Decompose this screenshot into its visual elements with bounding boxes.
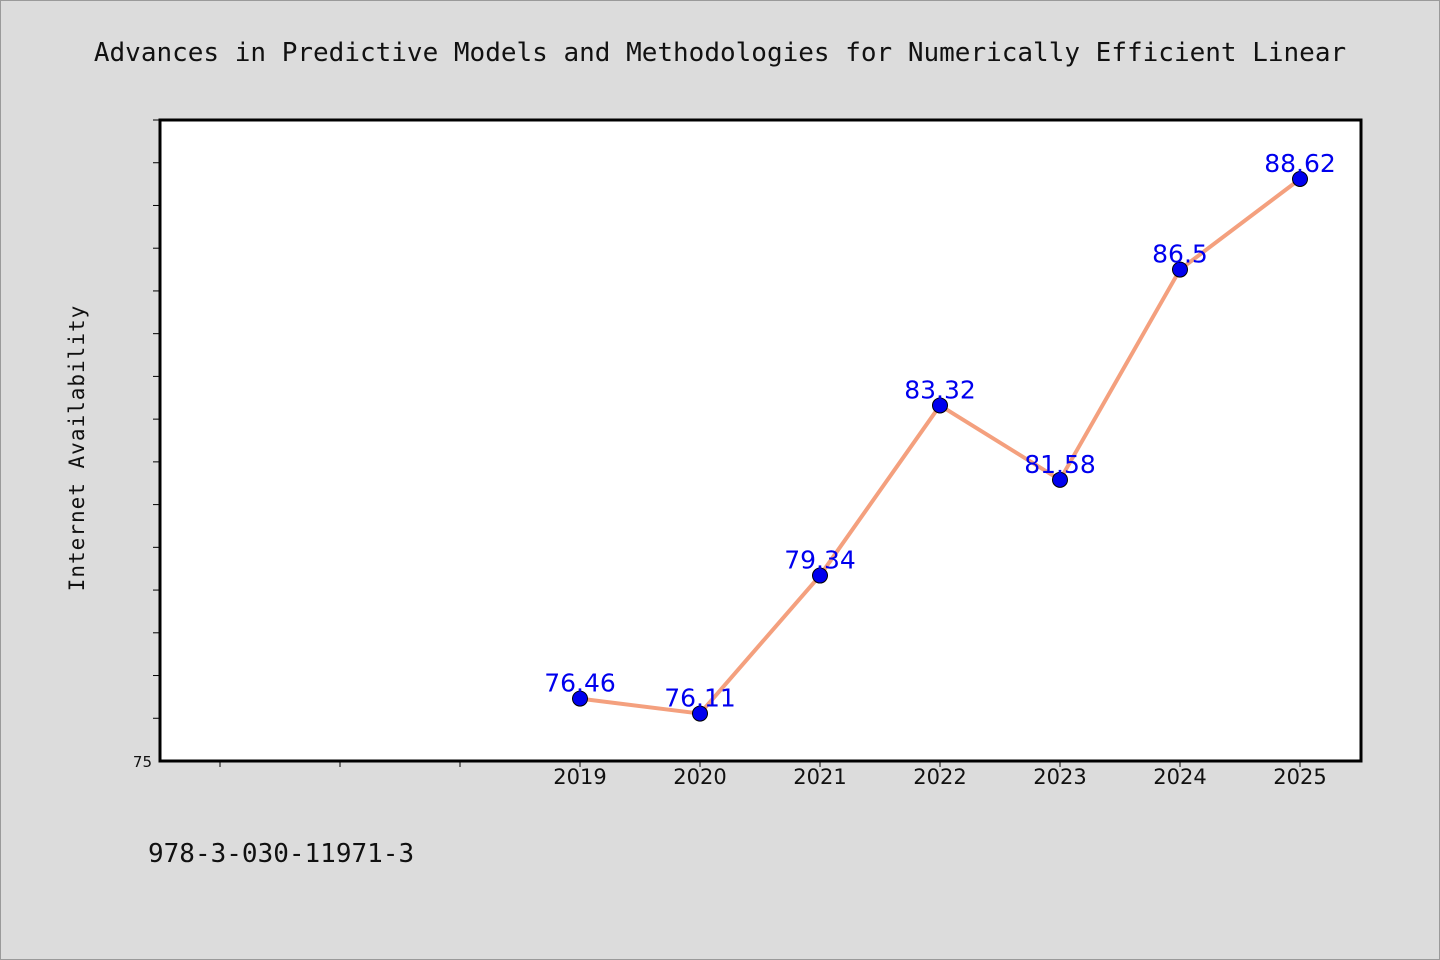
data-label: 81.58 (1024, 450, 1096, 479)
data-label: 76.11 (664, 684, 736, 713)
y-tick-label: 75 (133, 753, 152, 771)
x-tick-label: 2020 (673, 765, 726, 789)
data-label: 79.34 (784, 546, 856, 575)
x-tick-label: 2024 (1153, 765, 1206, 789)
footnote-isbn: 978-3-030-11971-3 (148, 839, 414, 869)
series-layer (572, 170, 1308, 722)
data-point (932, 397, 948, 414)
data-point (572, 690, 588, 707)
x-tick-label: 2023 (1033, 765, 1086, 789)
x-tick-label: 2022 (913, 765, 966, 789)
x-tick-label: 2025 (1273, 765, 1326, 789)
data-point (1172, 261, 1188, 278)
data-label: 83.32 (904, 375, 976, 404)
y-axis-label: Internet Availability (65, 305, 89, 592)
data-label: 88.62 (1264, 149, 1336, 178)
data-point (1292, 170, 1308, 187)
plot-area (158, 118, 1363, 763)
data-label: 76.46 (544, 669, 616, 698)
data-point (812, 567, 828, 584)
x-tick-label: 2019 (553, 765, 606, 789)
y-axis-ticks: 75 (133, 119, 160, 771)
data-label-layer: 76.46 76.11 79.34 83.32 81.58 86.5 88.62 (544, 149, 1336, 713)
data-label: 86.5 (1152, 240, 1208, 269)
chart-title: Advances in Predictive Models and Method… (94, 38, 1346, 68)
x-tick-label: 2021 (793, 765, 846, 789)
x-axis-ticks: 2019 2020 2021 2022 2023 2024 2025 (219, 761, 1327, 789)
data-point (692, 705, 708, 722)
data-point (1052, 471, 1068, 488)
